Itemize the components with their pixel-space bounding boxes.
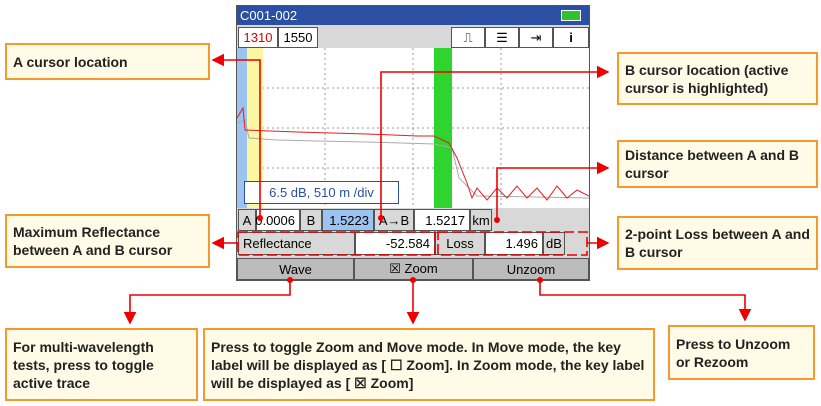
callout: 2-point Loss between A and B cursor [617, 216, 818, 270]
callout: Maximum Reflectance between A and B curs… [5, 214, 210, 268]
callout: B cursor location (active cursor is high… [617, 52, 818, 105]
callout: Press to toggle Zoom and Move mode. In M… [203, 328, 655, 401]
page: C001-002 1310 1550 ⎍ ☰ ⇥ i 6.5 dB, 510 m… [0, 0, 821, 406]
callout: Press to Unzoom or Rezoom [668, 325, 815, 380]
callout: For multi-wavelength tests, press to tog… [5, 328, 198, 401]
callout: A cursor location [5, 43, 210, 80]
callout: Distance between A and B cursor [617, 140, 818, 188]
